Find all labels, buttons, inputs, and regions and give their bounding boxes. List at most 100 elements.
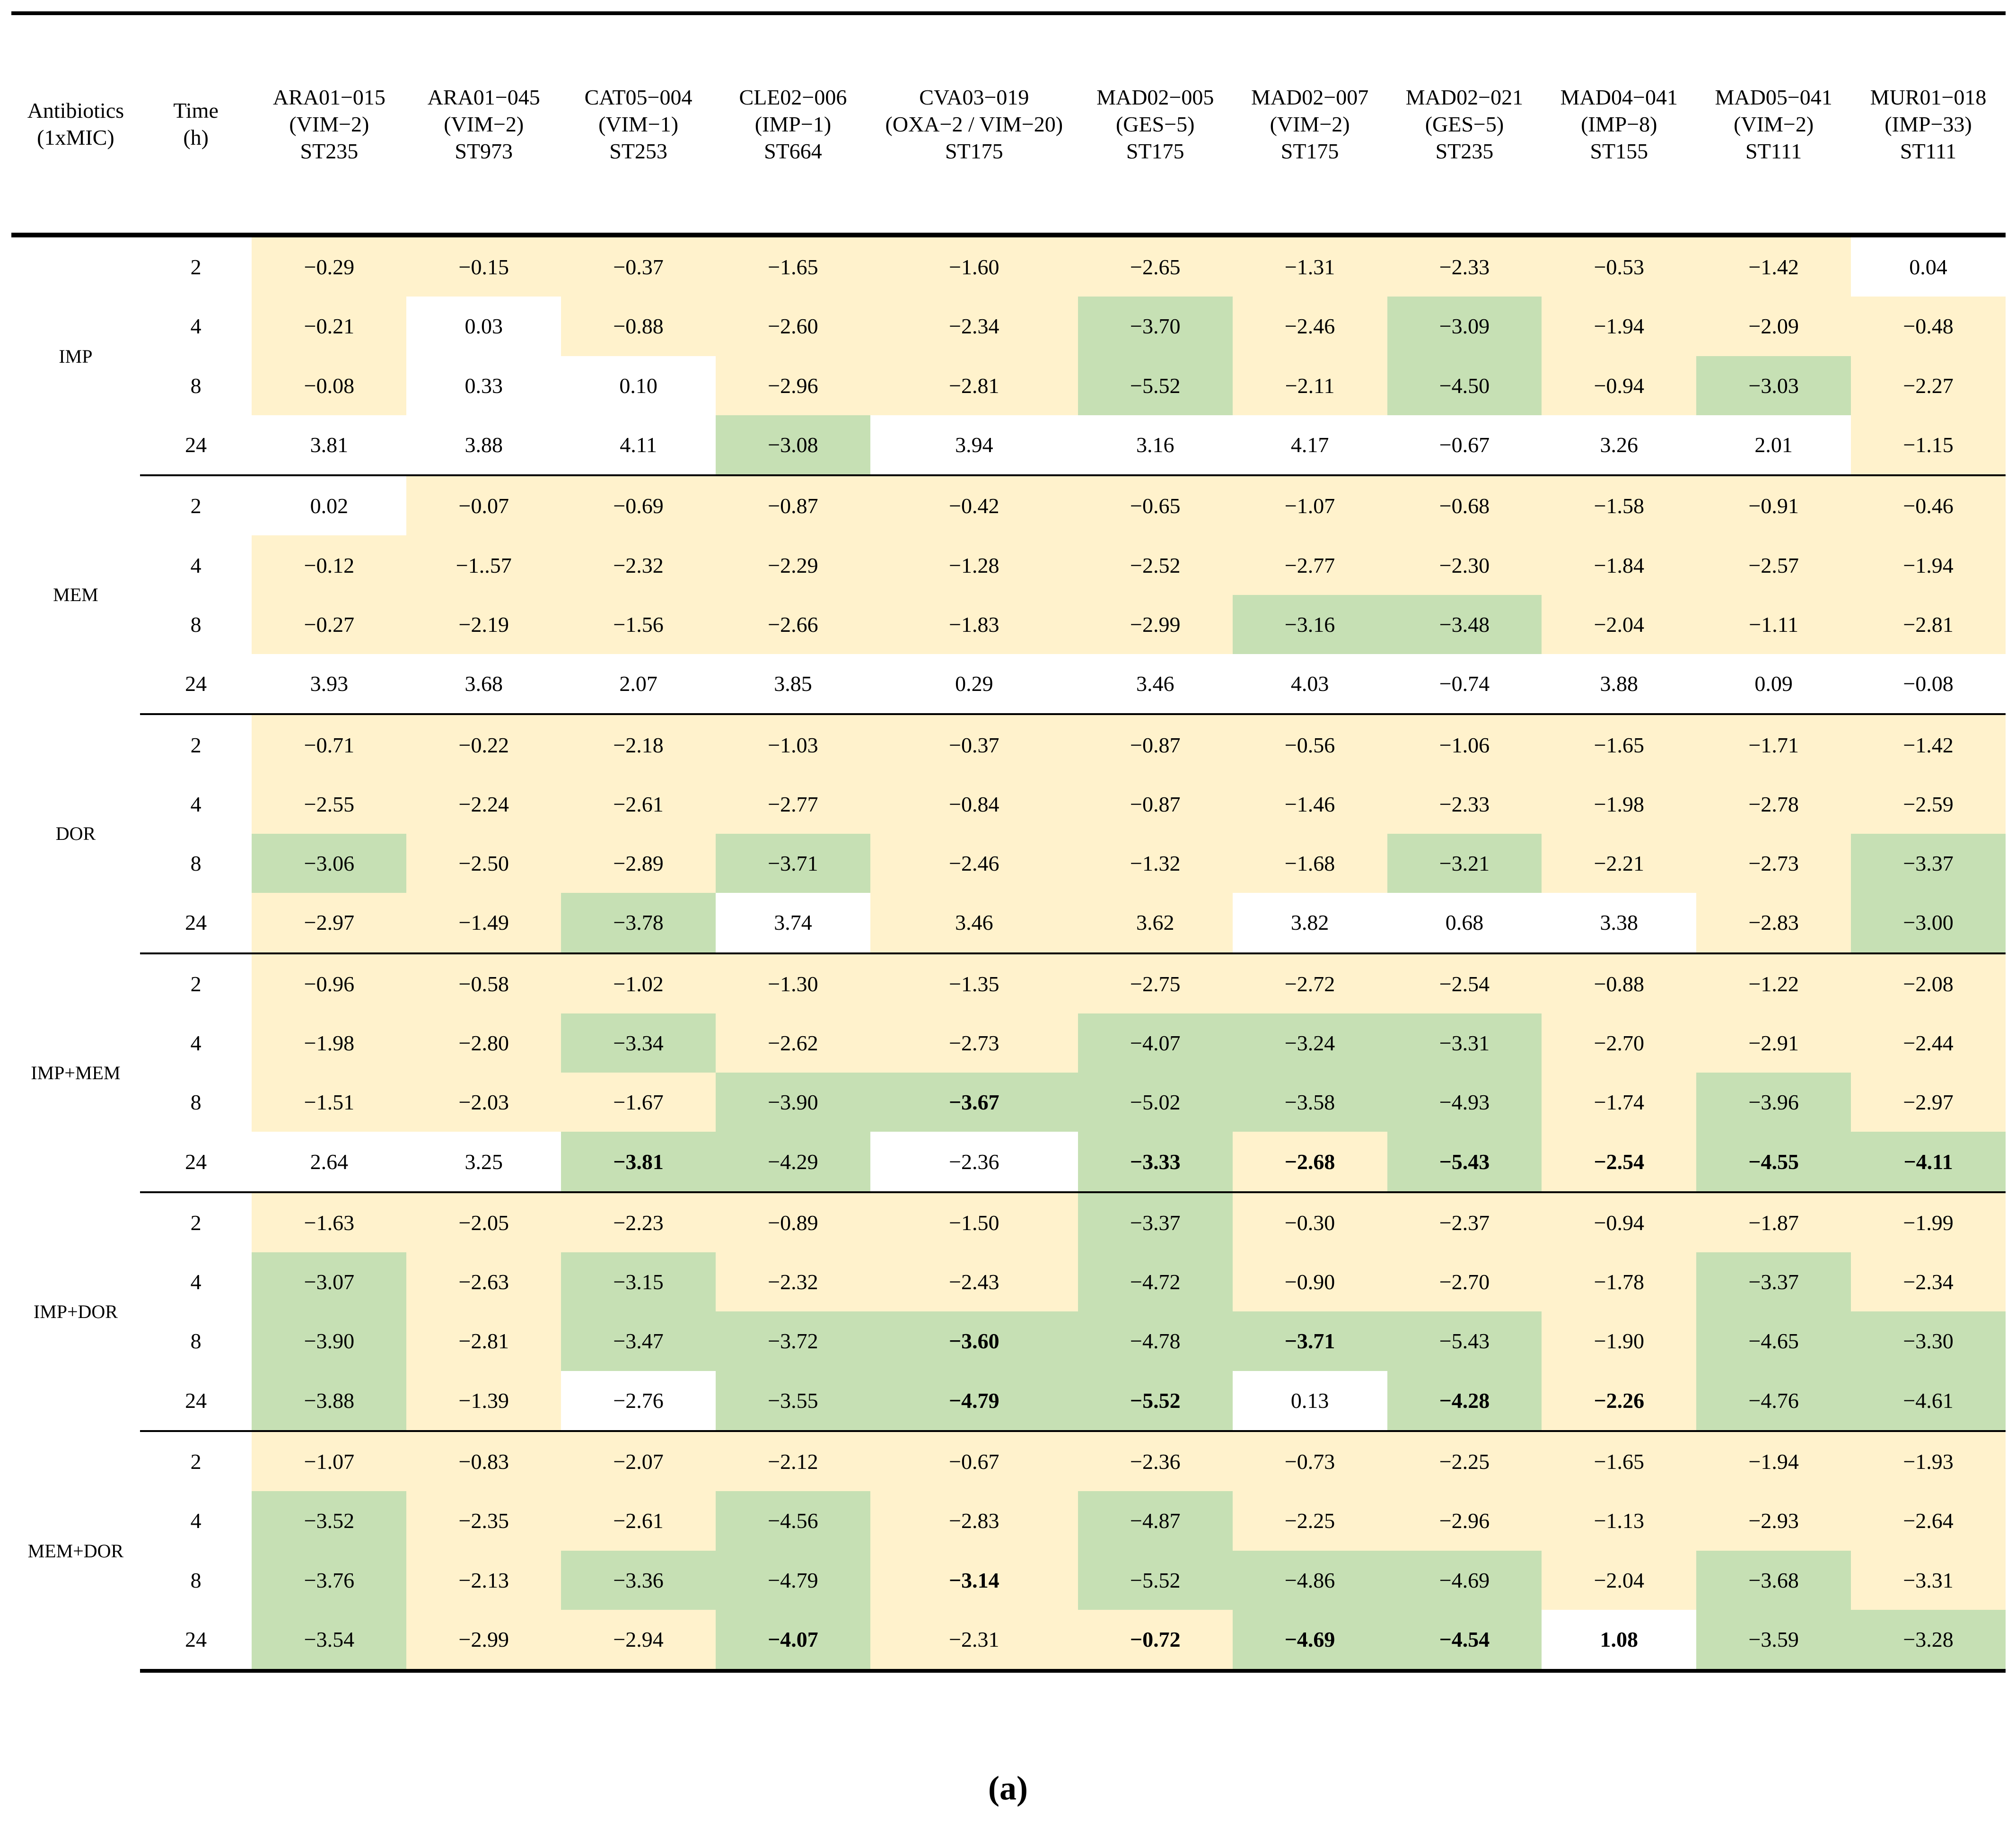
value-cell: −3.30 [1851, 1311, 2006, 1371]
value-cell: −3.34 [561, 1013, 716, 1073]
value-cell: −1.07 [1232, 475, 1387, 536]
value-cell: −1.11 [1696, 594, 1851, 655]
time-cell: 4 [190, 1031, 202, 1055]
antibiotic-label: IMP+MEM [31, 1062, 121, 1083]
value-cell: −2.96 [1387, 1491, 1542, 1551]
value-cell: 3.46 [870, 893, 1078, 954]
value-cell: −3.48 [1387, 594, 1542, 655]
value-cell: −3.90 [716, 1073, 870, 1132]
value-cell: −2.68 [1232, 1132, 1387, 1193]
time-cell: 8 [190, 373, 202, 398]
value-cell: −4.54 [1387, 1609, 1542, 1673]
value-cell: −2.61 [561, 1491, 716, 1551]
value-cell: −2.57 [1696, 535, 1851, 595]
table-row: IMP 2 −0.29 −0.15 −0.37 −1.65 −1.60 −2.65 −1.31−… [11, 235, 2006, 367]
table-row: 4 −3.52 −2.35 −2.61 −4.56 −2.83 −4.87 −2.25 −2.9… [11, 1491, 2006, 1551]
value-cell: −2.27 [1851, 356, 2006, 415]
table-row: 8 −3.90 −2.81 −3.47 −3.72 −3.60 −4.78 −3.71 −5.4… [11, 1311, 2006, 1371]
value-cell: −1.03 [716, 714, 870, 775]
value-cell: −0.87 [1078, 774, 1233, 834]
value-cell: −3.37 [1078, 1192, 1233, 1253]
value-cell: −3.78 [561, 893, 716, 954]
value-cell: −2.36 [1078, 1431, 1233, 1492]
value-cell: −2.34 [870, 297, 1078, 356]
value-cell: 0.04 [1909, 255, 1947, 279]
value-cell: −0.91 [1696, 475, 1851, 536]
value-cell: −3.59 [1696, 1609, 1851, 1673]
value-cell: −3.14 [870, 1550, 1078, 1610]
value-cell: −1.87 [1696, 1192, 1851, 1253]
value-cell: −2.34 [1851, 1252, 2006, 1312]
value-cell: −2.32 [716, 1252, 870, 1312]
value-cell: −1.98 [252, 1013, 407, 1073]
value-cell: −3.71 [1232, 1311, 1387, 1371]
header-strain-line: ST155 [1590, 139, 1648, 163]
value-cell: −2.96 [716, 356, 870, 415]
header-strain-line: ST175 [1126, 139, 1184, 163]
value-cell: −2.59 [1851, 774, 2006, 834]
value-cell: −1.94 [1851, 535, 2006, 595]
value-cell: −0.08 [1851, 654, 2006, 716]
value-cell: 1.08 [1542, 1609, 1697, 1673]
value-cell: −2.25 [1232, 1491, 1387, 1551]
table-row: 24 −3.54 −2.99 −2.94 −4.07 −2.31 −0.72 −4.69 −4.… [11, 1609, 2006, 1673]
value-cell: −2.04 [1542, 1550, 1697, 1610]
header-strain: CLE02−006 (IMP−1) ST664 [716, 13, 870, 235]
time-cell: 4 [190, 314, 202, 339]
value-cell: −1.49 [406, 893, 561, 954]
value-cell: −2.73 [870, 1013, 1078, 1073]
value-cell: −0.89 [716, 1192, 870, 1253]
value-cell: −0.29 [252, 235, 407, 297]
header-strain-line: (IMP−1) [754, 112, 832, 136]
value-cell: −3.68 [1696, 1550, 1851, 1610]
value-cell: −2.54 [1542, 1132, 1697, 1193]
value-cell: −2.25 [1387, 1431, 1542, 1492]
value-cell: −5.52 [1078, 356, 1233, 415]
value-cell: −1.07 [252, 1431, 407, 1492]
value-cell: −3.36 [561, 1550, 716, 1610]
value-cell: −2.07 [561, 1431, 716, 1492]
table-row: 8 −0.27 −2.19 −1.56 −2.66 −1.83 −2.99 −3.16 −3.4… [11, 594, 2006, 655]
value-cell: −0.12 [252, 535, 407, 595]
figure-caption: (a) [988, 1769, 1028, 1807]
value-cell: −0.22 [406, 714, 561, 775]
header-strain: MAD02−021 (GES−5) ST235 [1387, 13, 1542, 235]
value-cell: −3.55 [716, 1371, 870, 1432]
value-cell: 3.88 [1542, 654, 1697, 716]
header-strain: MAD02−007 (VIM−2) ST175 [1233, 13, 1387, 235]
header-strain-line: (IMP−33) [1885, 112, 1972, 136]
log-change-table: Antibiotics (1xMIC) Time (h) ARA01−015 (VIM−2… [11, 11, 2006, 1673]
value-cell: −3.07 [252, 1252, 407, 1312]
header-time: Time (h) [140, 13, 252, 235]
header-strain-line: (VIM−2) [444, 112, 524, 136]
header-antibiotics-line: (1xMIC) [37, 125, 114, 149]
value-cell: −5.43 [1387, 1132, 1542, 1193]
value-cell: −4.87 [1078, 1491, 1233, 1551]
time-cell: 2 [190, 494, 202, 518]
value-cell: −3.06 [252, 833, 407, 893]
value-cell: −1.30 [716, 953, 870, 1013]
value-cell: −2.26 [1542, 1371, 1697, 1432]
value-cell: −3.88 [252, 1371, 407, 1432]
value-cell: −2.24 [406, 774, 561, 834]
header-strain-line: MUR01−018 [1870, 85, 1987, 109]
value-cell: −1.02 [561, 953, 716, 1013]
value-cell: −0.30 [1232, 1192, 1387, 1253]
value-cell: −0.27 [252, 594, 407, 655]
value-cell: 3.62 [1078, 893, 1233, 954]
table-body: IMP 2 −0.29 −0.15 −0.37 −1.65 −1.60 −2.65 −1.31−… [11, 235, 2006, 1673]
value-cell: −0.88 [561, 297, 716, 356]
value-cell: −4.11 [1851, 1132, 2006, 1193]
value-cell: −1.42 [1696, 235, 1851, 297]
value-cell: −2.37 [1387, 1192, 1542, 1253]
value-cell: −0.72 [1078, 1609, 1233, 1673]
value-cell: −1.90 [1542, 1311, 1697, 1371]
value-cell: −2.81 [870, 356, 1078, 415]
value-cell: −1.98 [1542, 774, 1697, 834]
value-cell: −2.13 [406, 1550, 561, 1610]
value-cell: −4.28 [1387, 1371, 1542, 1432]
value-cell: −2.50 [406, 833, 561, 893]
value-cell: −2.62 [716, 1013, 870, 1073]
value-cell: 0.68 [1387, 893, 1542, 954]
value-cell: 3.46 [1078, 654, 1233, 716]
